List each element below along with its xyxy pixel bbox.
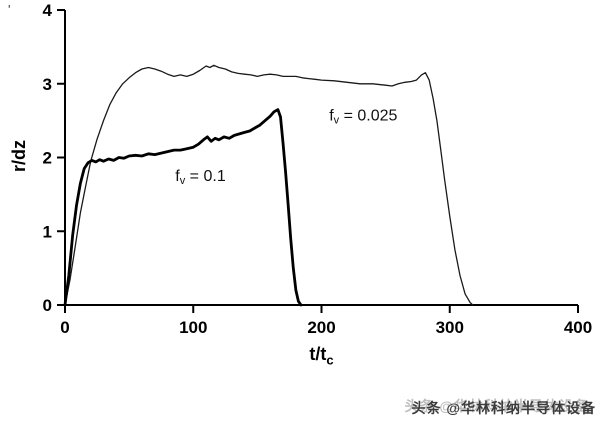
annotation-1: fv = 0.1 <box>175 168 226 187</box>
x-tick-label: 400 <box>564 318 592 337</box>
y-tick-label: 0 <box>43 296 52 315</box>
x-tick-label: 300 <box>436 318 464 337</box>
x-axis-label-sub: c <box>326 352 334 368</box>
series-line-0 <box>64 64 474 306</box>
x-axis-label: t/tc <box>65 344 578 368</box>
y-tick-label: 3 <box>43 75 52 94</box>
x-tick-label: 100 <box>179 318 207 337</box>
y-tick-label: 4 <box>43 1 53 20</box>
watermark: 头条 @华林科纳半导体设备 <box>411 400 596 416</box>
x-tick-label: 0 <box>60 318 69 337</box>
y-tick-label: 2 <box>43 149 52 168</box>
scan-artifact-mark: ' <box>8 2 11 17</box>
y-tick-label: 1 <box>43 222 52 241</box>
y-axis-label: r/dz <box>9 140 29 173</box>
x-tick-label: 200 <box>307 318 335 337</box>
x-axis-label-main: t/t <box>309 344 327 364</box>
series-line-1 <box>63 108 303 307</box>
annotation-0: fv = 0.025 <box>329 108 397 127</box>
